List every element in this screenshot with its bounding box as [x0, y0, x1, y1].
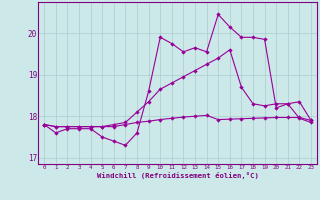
X-axis label: Windchill (Refroidissement éolien,°C): Windchill (Refroidissement éolien,°C): [97, 172, 259, 179]
